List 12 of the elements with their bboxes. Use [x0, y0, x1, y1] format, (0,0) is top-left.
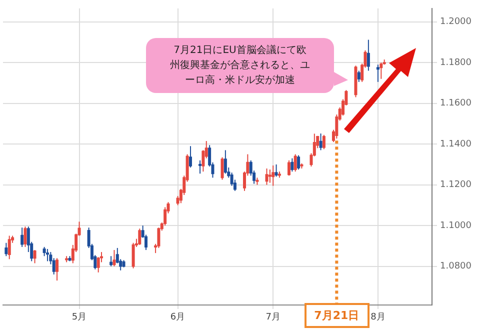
annotation: 7月21日: [304, 303, 370, 328]
y-tick-label: 1.1200: [440, 180, 472, 190]
y-tick-label: 1.1800: [440, 58, 472, 68]
y-tick-label: 1.1000: [440, 220, 472, 231]
y-tick-label: 1.1600: [440, 98, 472, 109]
y-tick-label: 1.2000: [440, 17, 472, 28]
x-tick-label: 6月: [170, 312, 186, 323]
y-tick-label: 1.1400: [440, 139, 472, 150]
x-tick-label: 7月: [266, 312, 280, 323]
x-tick-label: 5月: [72, 312, 87, 323]
x-tick-label: 8月: [370, 312, 386, 323]
y-tick-label: 1.0800: [440, 262, 472, 272]
